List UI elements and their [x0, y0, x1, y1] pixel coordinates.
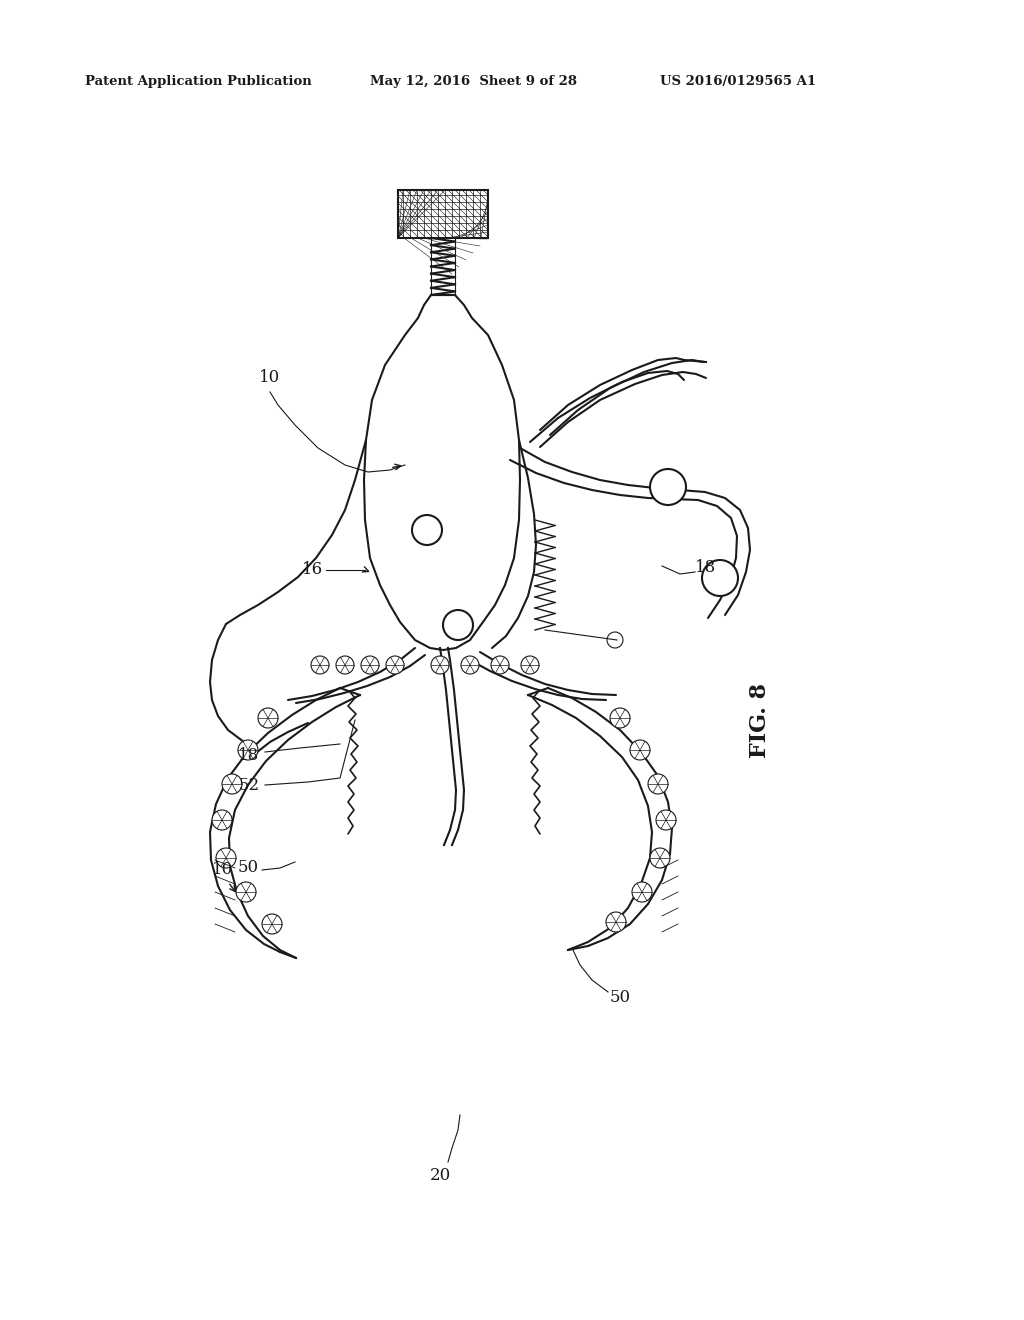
Circle shape	[656, 810, 676, 830]
Circle shape	[361, 656, 379, 675]
Circle shape	[443, 610, 473, 640]
Circle shape	[336, 656, 354, 675]
Text: 18: 18	[239, 747, 260, 763]
Circle shape	[607, 632, 623, 648]
Circle shape	[236, 882, 256, 902]
Circle shape	[650, 847, 670, 869]
Text: 20: 20	[429, 1167, 451, 1184]
Text: Patent Application Publication: Patent Application Publication	[85, 75, 311, 88]
Text: 16: 16	[302, 561, 324, 578]
Polygon shape	[528, 688, 672, 950]
Circle shape	[632, 882, 652, 902]
Circle shape	[386, 656, 404, 675]
Text: 10: 10	[259, 370, 281, 387]
Circle shape	[311, 656, 329, 675]
Bar	[398, 190, 488, 238]
Circle shape	[238, 741, 258, 760]
Text: US 2016/0129565 A1: US 2016/0129565 A1	[660, 75, 816, 88]
Text: 50: 50	[238, 858, 259, 875]
Circle shape	[521, 656, 539, 675]
Text: 52: 52	[239, 776, 259, 793]
Text: May 12, 2016  Sheet 9 of 28: May 12, 2016 Sheet 9 of 28	[370, 75, 577, 88]
Circle shape	[606, 912, 626, 932]
Circle shape	[461, 656, 479, 675]
Circle shape	[412, 515, 442, 545]
Polygon shape	[210, 688, 360, 958]
Circle shape	[650, 469, 686, 506]
Circle shape	[212, 810, 232, 830]
Text: 18: 18	[695, 560, 717, 577]
Text: FIG. 8: FIG. 8	[749, 682, 771, 758]
Circle shape	[431, 656, 449, 675]
Circle shape	[216, 847, 236, 869]
Text: 50: 50	[609, 990, 631, 1006]
Circle shape	[222, 774, 242, 795]
Polygon shape	[510, 447, 750, 618]
Circle shape	[490, 656, 509, 675]
Circle shape	[702, 560, 738, 597]
Polygon shape	[364, 294, 520, 649]
Circle shape	[258, 708, 278, 729]
Circle shape	[262, 913, 282, 935]
Text: 10: 10	[212, 862, 233, 879]
Circle shape	[610, 708, 630, 729]
Circle shape	[648, 774, 668, 795]
Circle shape	[630, 741, 650, 760]
